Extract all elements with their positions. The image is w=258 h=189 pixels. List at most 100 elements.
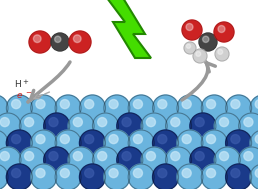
Text: +: + bbox=[22, 79, 28, 85]
Circle shape bbox=[244, 152, 253, 161]
Circle shape bbox=[109, 169, 118, 178]
Circle shape bbox=[68, 113, 94, 139]
Circle shape bbox=[44, 147, 70, 173]
Circle shape bbox=[158, 169, 167, 178]
Circle shape bbox=[33, 35, 41, 43]
Circle shape bbox=[195, 152, 204, 161]
Circle shape bbox=[12, 135, 21, 144]
Circle shape bbox=[31, 95, 57, 121]
Circle shape bbox=[201, 164, 227, 189]
Circle shape bbox=[117, 147, 143, 173]
Circle shape bbox=[255, 169, 258, 178]
Circle shape bbox=[184, 42, 196, 54]
Circle shape bbox=[12, 169, 21, 178]
Circle shape bbox=[51, 33, 69, 51]
Circle shape bbox=[158, 135, 167, 144]
Circle shape bbox=[171, 118, 180, 127]
Circle shape bbox=[0, 147, 21, 173]
Circle shape bbox=[250, 95, 258, 121]
Circle shape bbox=[231, 135, 240, 144]
Circle shape bbox=[79, 164, 106, 189]
Circle shape bbox=[60, 135, 69, 144]
Circle shape bbox=[55, 130, 81, 156]
Text: H: H bbox=[14, 80, 21, 89]
Circle shape bbox=[122, 152, 131, 161]
Circle shape bbox=[128, 130, 154, 156]
Circle shape bbox=[68, 147, 94, 173]
Circle shape bbox=[0, 130, 8, 156]
Circle shape bbox=[109, 135, 118, 144]
Circle shape bbox=[220, 118, 229, 127]
Circle shape bbox=[255, 135, 258, 144]
Circle shape bbox=[203, 36, 209, 43]
Circle shape bbox=[220, 152, 229, 161]
Circle shape bbox=[182, 135, 191, 144]
Circle shape bbox=[6, 164, 32, 189]
Circle shape bbox=[0, 152, 9, 161]
Circle shape bbox=[73, 152, 82, 161]
Circle shape bbox=[190, 147, 216, 173]
Circle shape bbox=[25, 118, 34, 127]
Circle shape bbox=[250, 164, 258, 189]
Circle shape bbox=[133, 100, 142, 109]
Circle shape bbox=[128, 164, 154, 189]
Circle shape bbox=[36, 100, 45, 109]
Circle shape bbox=[19, 113, 45, 139]
Circle shape bbox=[29, 31, 51, 53]
Circle shape bbox=[79, 130, 106, 156]
Circle shape bbox=[128, 95, 154, 121]
Circle shape bbox=[31, 130, 57, 156]
Circle shape bbox=[177, 164, 203, 189]
Circle shape bbox=[226, 130, 252, 156]
Circle shape bbox=[166, 147, 191, 173]
Circle shape bbox=[6, 130, 32, 156]
Circle shape bbox=[36, 135, 45, 144]
Circle shape bbox=[104, 130, 130, 156]
Circle shape bbox=[141, 113, 167, 139]
Circle shape bbox=[141, 147, 167, 173]
Circle shape bbox=[0, 118, 9, 127]
Circle shape bbox=[6, 95, 32, 121]
Circle shape bbox=[85, 135, 94, 144]
Circle shape bbox=[152, 130, 179, 156]
Circle shape bbox=[196, 51, 201, 56]
Circle shape bbox=[49, 152, 58, 161]
Circle shape bbox=[218, 50, 223, 54]
Circle shape bbox=[69, 31, 91, 53]
Circle shape bbox=[239, 147, 258, 173]
Circle shape bbox=[109, 100, 118, 109]
Circle shape bbox=[177, 95, 203, 121]
Circle shape bbox=[0, 113, 21, 139]
Circle shape bbox=[73, 118, 82, 127]
Circle shape bbox=[55, 95, 81, 121]
Circle shape bbox=[49, 118, 58, 127]
Circle shape bbox=[201, 95, 227, 121]
Circle shape bbox=[177, 130, 203, 156]
Circle shape bbox=[226, 164, 252, 189]
Circle shape bbox=[244, 118, 253, 127]
Circle shape bbox=[182, 20, 202, 40]
Circle shape bbox=[55, 164, 81, 189]
Circle shape bbox=[215, 47, 229, 61]
Circle shape bbox=[195, 118, 204, 127]
Circle shape bbox=[60, 100, 69, 109]
Circle shape bbox=[122, 118, 131, 127]
Circle shape bbox=[214, 22, 234, 42]
Circle shape bbox=[250, 130, 258, 156]
Circle shape bbox=[12, 100, 21, 109]
Circle shape bbox=[117, 113, 143, 139]
Circle shape bbox=[19, 147, 45, 173]
Circle shape bbox=[226, 95, 252, 121]
Circle shape bbox=[206, 169, 216, 178]
Circle shape bbox=[92, 147, 118, 173]
Circle shape bbox=[73, 35, 81, 43]
Circle shape bbox=[25, 152, 34, 161]
Polygon shape bbox=[107, 0, 151, 58]
Circle shape bbox=[201, 130, 227, 156]
Circle shape bbox=[152, 164, 179, 189]
Circle shape bbox=[231, 169, 240, 178]
Text: e: e bbox=[17, 91, 22, 100]
Circle shape bbox=[214, 147, 240, 173]
Circle shape bbox=[44, 113, 70, 139]
Circle shape bbox=[255, 100, 258, 109]
